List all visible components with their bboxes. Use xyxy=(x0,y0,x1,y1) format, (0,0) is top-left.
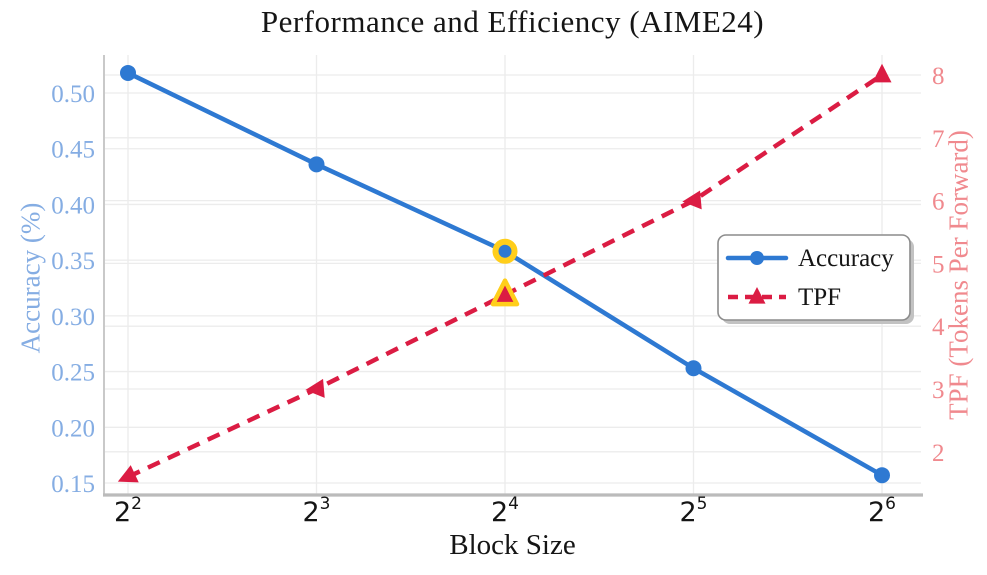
x-axis-tick: 24 xyxy=(491,494,519,528)
legend-label-tpf: TPF xyxy=(798,284,841,311)
right-axis-tick: 6 xyxy=(932,189,945,216)
left-axis-tick: 0.45 xyxy=(51,137,95,164)
right-axis-tick: 8 xyxy=(932,63,945,90)
left-axis-tick: 0.50 xyxy=(51,81,95,108)
left-axis-tick: 0.20 xyxy=(51,415,95,442)
left-axis-tick: 0.25 xyxy=(51,360,95,387)
x-axis-title: Block Size xyxy=(449,529,576,561)
accuracy-marker xyxy=(874,467,890,484)
tpf-marker xyxy=(872,63,892,83)
accuracy-marker xyxy=(685,360,702,377)
tpf-marker xyxy=(117,465,139,483)
right-axis-tick: 5 xyxy=(932,251,945,278)
legend-label-accuracy: Accuracy xyxy=(798,245,894,272)
x-axis-tick: 23 xyxy=(302,494,330,528)
right-axis-tick: 2 xyxy=(932,440,945,467)
x-axis-tick: 25 xyxy=(679,494,707,528)
right-axis-tick: 4 xyxy=(932,314,945,341)
x-axis-tick: 22 xyxy=(114,494,142,528)
chart-title: Performance and Efficiency (AIME24) xyxy=(260,4,765,39)
legend-accuracy-marker xyxy=(750,251,764,265)
accuracy-marker xyxy=(308,156,325,173)
x-axis-tick: 26 xyxy=(868,494,896,528)
left-axis-tick: 0.30 xyxy=(51,304,95,331)
left-axis-tick: 0.40 xyxy=(51,192,95,219)
left-axis-tick: 0.15 xyxy=(51,471,95,498)
tpf-marker xyxy=(305,378,325,398)
right-axis-tick: 3 xyxy=(932,377,945,404)
right-axis-tick: 7 xyxy=(932,126,945,153)
right-axis-title: TPF (Tokens Per Forward) xyxy=(943,130,974,420)
left-axis-tick: 0.35 xyxy=(51,248,95,275)
highlighted-accuracy-marker xyxy=(492,238,518,264)
legend-tpf-marker xyxy=(748,286,766,304)
accuracy-marker xyxy=(120,64,136,81)
highlighted-tpf-marker xyxy=(490,278,520,307)
tpf-marker xyxy=(682,190,702,210)
left-axis-title: Accuracy (%) xyxy=(15,202,46,354)
